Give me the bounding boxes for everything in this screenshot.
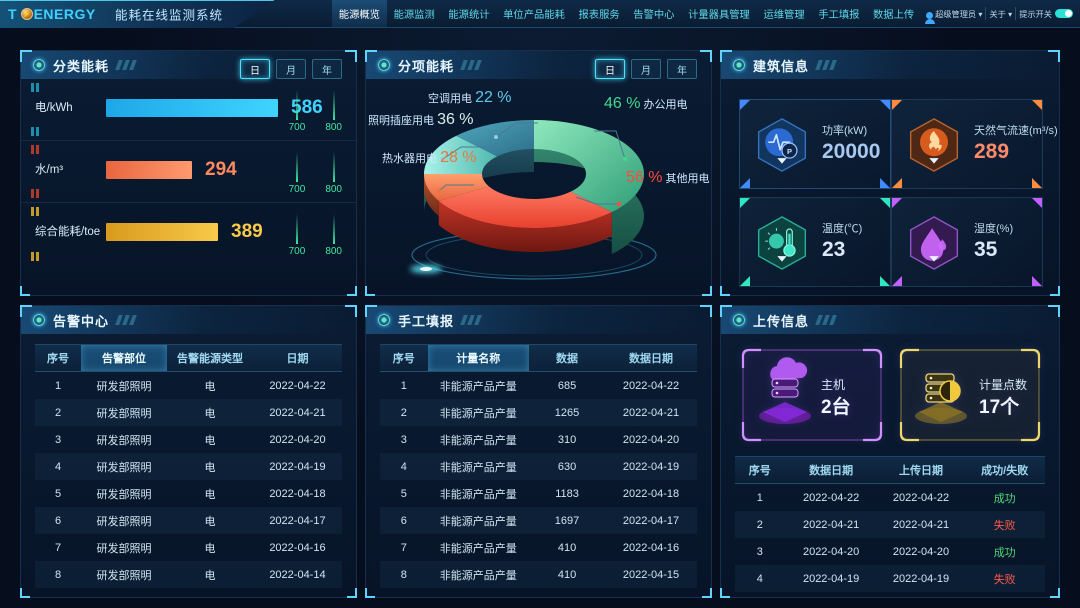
svg-text:P: P xyxy=(787,147,792,156)
